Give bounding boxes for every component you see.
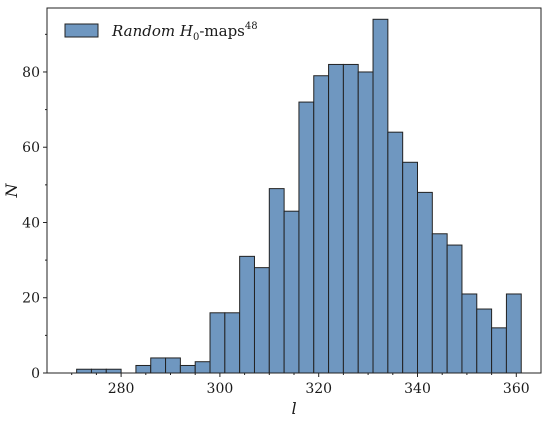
histogram-bar: [402, 161, 418, 374]
x-tick-label: 360: [503, 381, 530, 397]
histogram-bar: [76, 368, 92, 374]
y-tick-label: 60: [22, 140, 40, 156]
legend-swatch: [64, 23, 99, 38]
histogram-bar: [461, 293, 478, 374]
x-tick-label: 340: [404, 381, 431, 397]
histogram-bar: [417, 191, 433, 374]
histogram-bar: [194, 361, 211, 374]
y-tick-label: 0: [31, 366, 40, 382]
histogram-bar: [313, 75, 330, 374]
x-tick-label: 280: [108, 381, 135, 397]
legend: Random H0-maps48: [64, 21, 258, 43]
histogram-bar: [209, 312, 226, 374]
histogram-bar: [357, 71, 374, 374]
histogram-bar: [165, 357, 181, 374]
histogram-bar: [491, 327, 507, 374]
legend-label-text: -maps: [199, 22, 245, 40]
histogram-bar: [387, 131, 404, 374]
histogram-bar: [90, 368, 107, 374]
histogram-bar: [505, 293, 522, 374]
y-tick-label: 40: [22, 215, 40, 231]
histogram-bar: [476, 308, 493, 374]
y-tick-label: 20: [22, 291, 40, 307]
y-tick-label: 80: [22, 65, 40, 81]
y-axis-ticks: 0 20 40 60 80: [22, 33, 47, 382]
x-tick-label: 320: [305, 381, 332, 397]
legend-label: Random H0-maps48: [111, 21, 258, 43]
histogram-bar: [179, 364, 196, 374]
histogram-bar: [135, 364, 152, 374]
histogram-bar: [446, 244, 463, 374]
histogram-bars: [76, 18, 522, 374]
histogram-bar: [342, 63, 359, 374]
histogram-bar: [328, 63, 344, 374]
histogram-bar: [431, 233, 448, 374]
y-axis-label: N: [2, 183, 21, 199]
histogram-bar: [224, 312, 241, 374]
histogram-bar: [283, 210, 300, 374]
legend-label-subscript: 0: [193, 32, 199, 43]
x-tick-label: 300: [207, 381, 234, 397]
x-axis-label: l: [291, 399, 296, 418]
histogram-bar: [298, 101, 315, 374]
histogram-bar: [253, 267, 270, 374]
legend-label-italic: Random H: [111, 22, 194, 40]
x-axis-ticks: 280 300 320 340 360: [71, 373, 530, 397]
histogram-bar: [239, 255, 255, 374]
legend-label-superscript: 48: [245, 21, 258, 32]
histogram-bar: [372, 18, 389, 374]
histogram-bar: [105, 368, 122, 374]
histogram-bar: [268, 188, 285, 374]
histogram-bar: [150, 357, 167, 374]
